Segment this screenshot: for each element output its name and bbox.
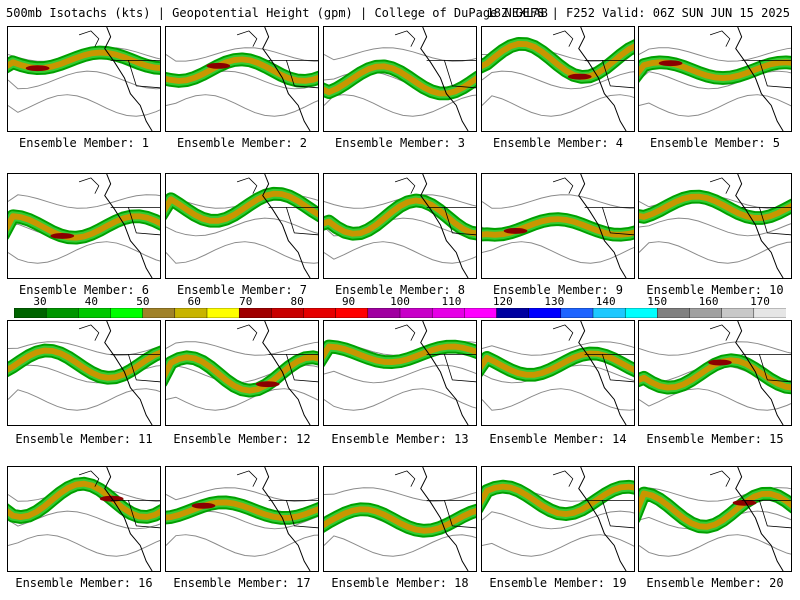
ensemble-member-map <box>638 173 792 279</box>
ensemble-member-label: Ensemble Member: 20 <box>646 576 784 590</box>
scale-swatch <box>238 308 272 318</box>
ensemble-member-label: Ensemble Member: 19 <box>489 576 627 590</box>
ensemble-member-label: Ensemble Member: 6 <box>18 283 150 297</box>
ensemble-member-map <box>481 173 635 279</box>
scale-tick-label: 60 <box>187 295 201 308</box>
ensemble-member-label: Ensemble Member: 2 <box>176 136 308 150</box>
ensemble-member-label: Ensemble Member: 14 <box>489 432 627 446</box>
ensemble-member-map <box>481 26 635 132</box>
ensemble-member-map <box>323 173 477 279</box>
scale-swatch <box>367 308 401 318</box>
scale-tick-label: 150 <box>647 295 668 308</box>
ensemble-member-label: Ensemble Member: 10 <box>646 283 784 297</box>
ensemble-member-map <box>323 466 477 572</box>
scale-tick-label: 140 <box>595 295 616 308</box>
ensemble-member-label: Ensemble Member: 4 <box>492 136 624 150</box>
ensemble-member-map <box>638 320 792 426</box>
ensemble-member-map <box>7 466 161 572</box>
scale-tick-label: 110 <box>441 295 462 308</box>
scale-swatch <box>624 308 658 318</box>
ensemble-member-label: Ensemble Member: 13 <box>331 432 469 446</box>
scale-swatch <box>78 308 112 318</box>
ensemble-member-map <box>638 26 792 132</box>
ensemble-member-map <box>323 26 477 132</box>
model-valid-time: 18Z GEFS | F252 Valid: 06Z SUN JUN 15 20… <box>486 6 790 20</box>
scale-swatch <box>657 308 691 318</box>
scale-tick-label: 90 <box>341 295 356 308</box>
scale-tick-label: 100 <box>390 295 410 308</box>
scale-tick-label: 130 <box>544 295 565 308</box>
ensemble-member-map <box>165 320 319 426</box>
ensemble-member-map <box>481 320 635 426</box>
ensemble-member-label: Ensemble Member: 11 <box>15 432 153 446</box>
scale-tick-label: 170 <box>750 295 770 308</box>
ensemble-member-map <box>165 466 319 572</box>
ensemble-member-label: Ensemble Member: 9 <box>492 283 624 297</box>
scale-swatch <box>399 308 433 318</box>
ensemble-member-map <box>7 320 161 426</box>
ensemble-member-label: Ensemble Member: 18 <box>331 576 469 590</box>
scale-swatch <box>689 308 723 318</box>
ensemble-member-map <box>481 466 635 572</box>
scale-tick-label: 120 <box>492 295 513 308</box>
ensemble-member-map <box>323 320 477 426</box>
scale-swatch <box>303 308 337 318</box>
ensemble-member-label: Ensemble Member: 3 <box>334 136 466 150</box>
map-title: 500mb Isotachs (kts) | Geopotential Heig… <box>6 6 548 20</box>
ensemble-member-label: Ensemble Member: 1 <box>18 136 150 150</box>
scale-swatch <box>496 308 530 318</box>
scale-tick-label: 160 <box>698 295 719 308</box>
scale-swatch <box>431 308 465 318</box>
scale-tick-label: 80 <box>290 295 304 308</box>
scale-swatch <box>206 308 240 318</box>
ensemble-member-label: Ensemble Member: 12 <box>173 432 311 446</box>
scale-swatch <box>721 308 755 318</box>
isotach-color-scale <box>14 308 786 318</box>
ensemble-member-label: Ensemble Member: 15 <box>646 432 784 446</box>
scale-tick-label: 40 <box>84 295 99 308</box>
scale-tick-label: 50 <box>136 295 150 308</box>
ensemble-member-label: Ensemble Member: 5 <box>649 136 781 150</box>
scale-tick-label: 30 <box>33 295 47 308</box>
ensemble-member-label: Ensemble Member: 7 <box>176 283 308 297</box>
ensemble-member-map <box>7 173 161 279</box>
scale-swatch <box>528 308 562 318</box>
scale-swatch <box>45 308 79 318</box>
ensemble-member-map <box>7 26 161 132</box>
ensemble-member-label: Ensemble Member: 17 <box>173 576 311 590</box>
scale-swatch <box>464 308 497 318</box>
ensemble-member-label: Ensemble Member: 16 <box>15 576 153 590</box>
scale-swatch <box>110 308 144 318</box>
ensemble-member-map <box>165 173 319 279</box>
scale-swatch <box>592 308 626 318</box>
scale-swatch <box>753 308 786 318</box>
scale-swatch <box>174 308 208 318</box>
ensemble-member-label: Ensemble Member: 8 <box>334 283 466 297</box>
scale-swatch <box>560 308 594 318</box>
ensemble-member-map <box>638 466 792 572</box>
scale-swatch <box>335 308 369 318</box>
scale-tick-label: 70 <box>239 295 253 308</box>
scale-swatch <box>271 308 304 318</box>
ensemble-member-map <box>165 26 319 132</box>
scale-swatch <box>14 308 47 318</box>
scale-swatch <box>142 308 176 318</box>
